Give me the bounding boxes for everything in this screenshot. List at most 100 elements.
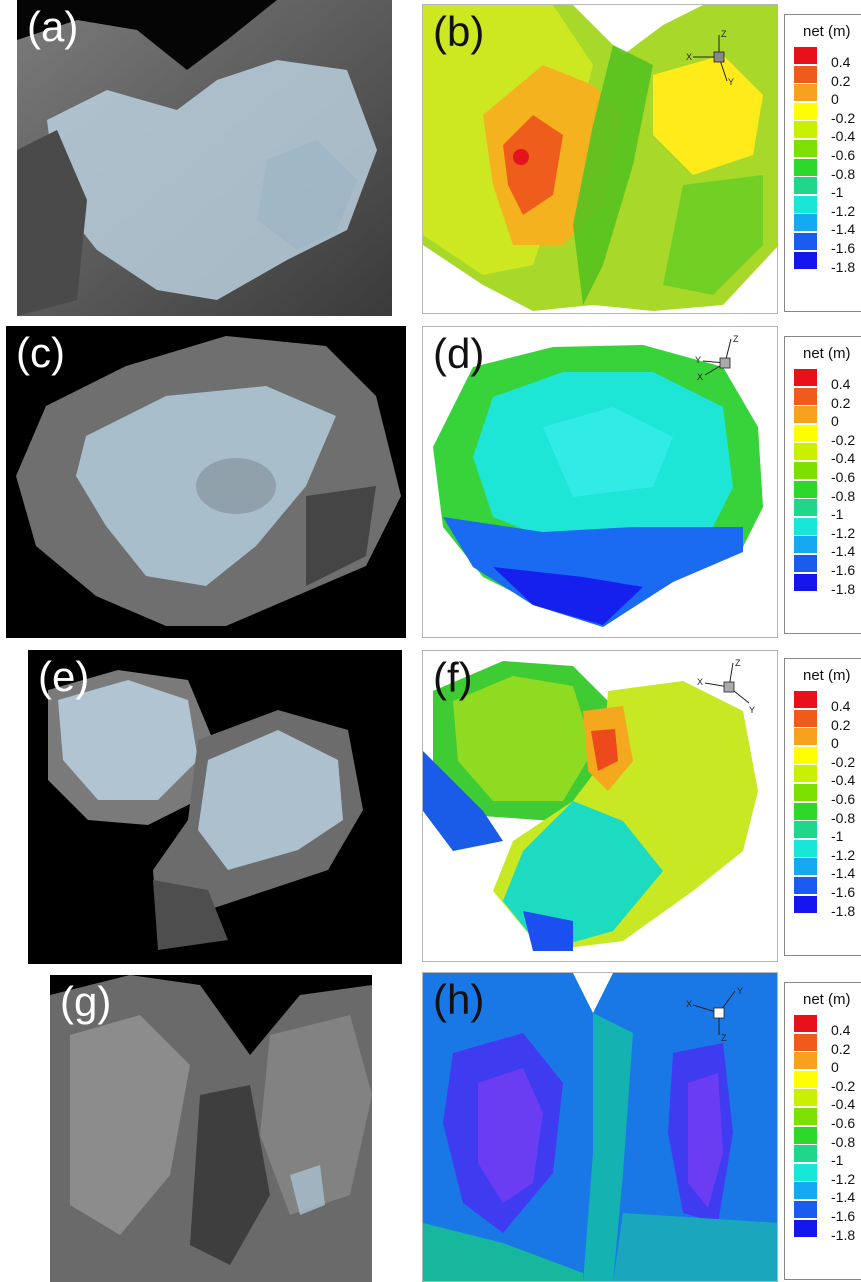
- legend-swatch: [794, 1182, 817, 1200]
- legend-tick-label: -1.6: [831, 884, 856, 900]
- legend-tick-label: -1.4: [831, 1189, 856, 1206]
- axis-triad-icon: X Y Z: [686, 986, 743, 1043]
- legend-swatch: [794, 821, 817, 839]
- legend-tick-label: -1: [831, 828, 844, 845]
- legend-swatch: [794, 1163, 817, 1181]
- comet-photo-g-image: [50, 975, 372, 1282]
- legend-swatch: [794, 499, 817, 517]
- legend-swatch: [794, 387, 817, 405]
- legend-swatch: [794, 877, 817, 894]
- legend-swatch: [794, 462, 817, 479]
- panel-label-e: (e): [38, 653, 90, 700]
- legend-title: net (m): [803, 667, 851, 684]
- axis-y-label: Y: [728, 77, 734, 87]
- legend-swatch: [794, 784, 817, 801]
- legend-swatch: [794, 1201, 817, 1218]
- comet-photo-e-image: [28, 650, 402, 964]
- shape-model-f-image: [423, 651, 777, 961]
- legend-swatch: [794, 177, 817, 195]
- legend-swatch: [794, 195, 817, 213]
- legend-swatch: [794, 858, 817, 876]
- legend-swatch: [794, 158, 817, 176]
- legend-tick-label: 0: [831, 413, 839, 430]
- legend-tick-label: -1.8: [831, 1226, 856, 1243]
- shape-model-h: (h) X Y Z: [422, 972, 778, 1282]
- legend-swatch: [794, 1126, 817, 1144]
- shape-model-f: (f) X Z Y: [422, 650, 778, 962]
- panel-label-c: (c): [16, 329, 65, 376]
- legend-tick-label: -0.4: [831, 128, 856, 145]
- legend-tick-label: 0: [831, 735, 839, 752]
- comet-photo-e: (e): [28, 650, 402, 964]
- panel-label-h: (h): [433, 976, 485, 1023]
- legend-tick-label: -0.6: [831, 147, 856, 163]
- axis-y-label: Y: [695, 355, 701, 365]
- axis-z-label: Z: [735, 658, 741, 668]
- shape-model-b: (b) X Z Y: [422, 4, 778, 314]
- legend-swatch: [794, 47, 817, 64]
- legend-tick-label: -0.2: [831, 109, 856, 126]
- legend-tick-label: 0.4: [831, 54, 851, 70]
- legend-swatch: [794, 1219, 817, 1237]
- legend-tick-label: -0.6: [831, 1115, 856, 1131]
- axis-triad-icon: Y Z X: [695, 334, 739, 382]
- colorbar-legend: net (m) 0.4 0.2 0 -0.2 -0.4 -0.6 -0.8 -1 -1.2 -1.4…: [784, 14, 861, 312]
- axis-x-label: X: [686, 999, 692, 1009]
- legend-swatch: [794, 746, 817, 764]
- legend-tick-label: 0.2: [831, 716, 851, 733]
- legend-tick-label: -1.2: [831, 202, 856, 219]
- legend-swatch: [794, 1089, 817, 1107]
- comet-photo-a: (a): [17, 0, 392, 316]
- shape-model-d-image: [423, 327, 777, 637]
- legend-swatch: [794, 369, 817, 386]
- axis-x-label: X: [686, 52, 692, 62]
- legend-swatch: [794, 517, 817, 535]
- legend-swatch: [794, 555, 817, 572]
- legend-swatch: [794, 443, 817, 461]
- legend-tick-label: -0.6: [831, 791, 856, 807]
- legend-swatch: [794, 1145, 817, 1163]
- legend-tick-label: -0.8: [831, 487, 856, 504]
- legend-tick-label: -1.8: [831, 580, 856, 597]
- axis-z-label: Z: [721, 29, 727, 39]
- legend-swatch: [794, 839, 817, 857]
- legend-swatch: [794, 214, 817, 232]
- axis-triad-icon: X Z Y: [697, 658, 755, 715]
- legend-tick-label: -1: [831, 1152, 844, 1169]
- panel-label-b: (b): [433, 8, 485, 55]
- legend-swatch: [794, 65, 817, 83]
- legend-swatch: [794, 536, 817, 554]
- legend-swatch: [794, 233, 817, 250]
- axis-x-label: X: [697, 677, 703, 687]
- legend-tick-label: -0.4: [831, 1096, 856, 1113]
- legend-tick-label: -1.6: [831, 240, 856, 256]
- comet-photo-c-image: [6, 326, 406, 638]
- legend-tick-label: -1: [831, 184, 844, 201]
- legend-swatch: [794, 802, 817, 820]
- legend-tick-label: -1.2: [831, 846, 856, 863]
- legend-swatch: [794, 1033, 817, 1051]
- legend-tick-label: 0: [831, 1059, 839, 1076]
- legend-swatch: [794, 765, 817, 783]
- legend-tick-label: 0: [831, 91, 839, 108]
- legend-swatch: [794, 84, 817, 102]
- legend-swatch: [794, 406, 817, 424]
- legend-tick-label: -1.2: [831, 1170, 856, 1187]
- colorbar-legend: net (m) 0.4 0.2 0 -0.2 -0.4 -0.6 -0.8 -1 -1.2 -1.4…: [784, 982, 861, 1280]
- panel-label-a: (a): [27, 3, 79, 50]
- legend-title: net (m): [803, 991, 851, 1008]
- legend-swatch: [794, 140, 817, 157]
- legend-swatch: [794, 1052, 817, 1070]
- shape-model-d: (d) Y Z X: [422, 326, 778, 638]
- legend-tick-label: 0.2: [831, 1040, 851, 1057]
- legend-tick-label: 0.4: [831, 1022, 851, 1038]
- legend-tick-label: -0.8: [831, 809, 856, 826]
- axis-z-label: Z: [733, 334, 739, 344]
- legend-swatch: [794, 102, 817, 120]
- panel-label-d: (d): [433, 330, 485, 377]
- legend-tick-label: 0.2: [831, 72, 851, 89]
- comet-photo-a-image: [17, 0, 392, 316]
- axis-y-label: Y: [737, 986, 743, 996]
- legend-tick-label: -0.2: [831, 753, 856, 770]
- legend-tick-label: -0.2: [831, 431, 856, 448]
